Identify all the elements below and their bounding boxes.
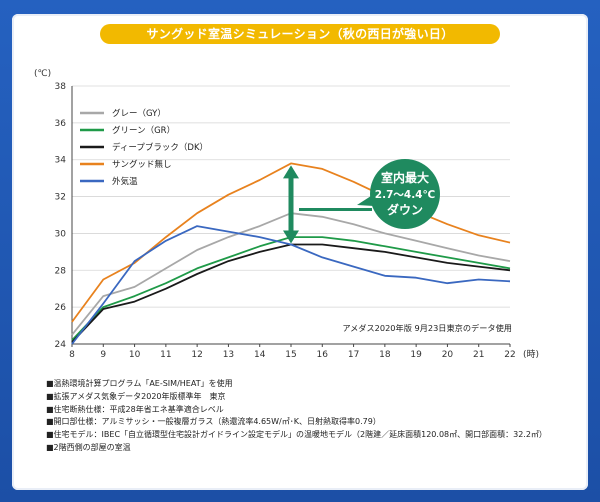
chart-title: サングッド室温シミュレーション（秋の西日が強い日）	[100, 24, 500, 44]
notes-list: ■温熱環境計算プログラム「AE-SIM/HEAT」を使用 ■拡張アメダス気象デー…	[46, 378, 586, 455]
x-tick-label: 8	[69, 350, 75, 360]
x-tick-label: 15	[285, 350, 296, 360]
source-note: アメダス2020年版 9月23日東京のデータ使用	[342, 323, 512, 333]
y-tick-label: 30	[55, 229, 67, 239]
y-tick-label: 34	[55, 156, 67, 166]
y-unit-label: (℃)	[34, 69, 51, 79]
note-item: ■住宅断熱仕様：平成28年省エネ基準適合レベル	[46, 404, 224, 414]
callout-line2: 2.7～4.4℃	[375, 189, 435, 201]
chart-axes	[71, 86, 511, 347]
x-unit-label: (時)	[523, 349, 539, 360]
y-tick-label: 24	[55, 340, 67, 350]
note-item: ■住宅モデル：IBEC「自立循環型住宅設計ガイドライン設定モデル」の温暖地モデル…	[46, 430, 547, 440]
chart-series	[71, 162, 511, 345]
y-tick-label: 36	[55, 119, 67, 129]
series-line	[71, 225, 511, 345]
callout-badge: 室内最大 2.7～4.4℃ ダウン	[357, 159, 440, 229]
legend-label: サングッド無し	[112, 159, 172, 170]
arrow-head-down	[283, 230, 299, 244]
y-tick-label: 28	[55, 266, 67, 276]
x-tick-label: 11	[160, 350, 171, 360]
legend-label: ディープブラック（DK）	[112, 142, 208, 153]
x-tick-label: 12	[191, 350, 202, 360]
x-tick-label: 14	[254, 350, 266, 360]
note-item: ■温熱環境計算プログラム「AE-SIM/HEAT」を使用	[46, 379, 233, 388]
chart-card	[12, 14, 588, 490]
x-tick-label: 22	[504, 350, 515, 360]
x-tick-label: 21	[473, 350, 484, 360]
note-item: ■開口部仕様：アルミサッシ・一般複層ガラス（熱還流率4.65W/㎡･K、日射熱取…	[46, 417, 381, 427]
arrow-head-up	[283, 165, 299, 179]
range-arrow	[283, 165, 372, 244]
x-tick-label: 17	[348, 350, 359, 360]
x-tick-label: 13	[223, 350, 234, 360]
y-tick-label: 38	[55, 82, 67, 92]
x-tick-label: 10	[129, 350, 141, 360]
y-tick-label: 26	[55, 303, 67, 313]
x-tick-label: 19	[410, 350, 422, 360]
y-tick-label: 32	[55, 193, 66, 203]
legend-label: 外気温	[112, 176, 138, 187]
x-tick-label: 20	[442, 350, 454, 360]
x-tick-label: 16	[317, 350, 329, 360]
x-tick-label: 9	[100, 350, 106, 360]
arrow-shaft	[288, 175, 294, 234]
chart-ticks: 24 26 28 30 32 34 36 38 8 9 10 11 12 13 14 15 16 17 18 19 20…	[55, 82, 516, 360]
legend-label: グリーン（GR）	[112, 125, 175, 136]
legend-label: グレー（GY）	[112, 108, 166, 119]
callout-line1: 室内最大	[381, 170, 429, 185]
callout-line3: ダウン	[387, 202, 423, 217]
note-item: ■拡張アメダス気象データ2020年版標準年 東京	[46, 391, 226, 401]
x-tick-label: 18	[379, 350, 391, 360]
note-item: ■2階西側の部屋の室温	[46, 442, 131, 452]
